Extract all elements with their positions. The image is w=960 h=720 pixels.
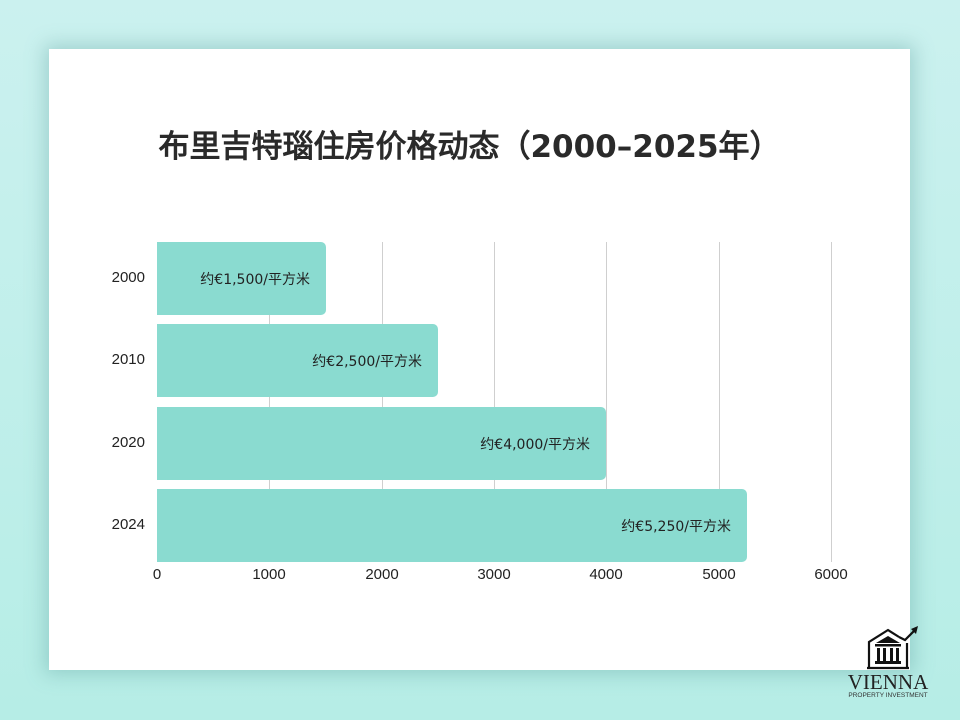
bar-2010: 约€2,500/平方米 xyxy=(157,324,438,397)
bar-2020: 约€4,000/平方米 xyxy=(157,407,606,480)
x-tick-label: 0 xyxy=(152,566,162,583)
x-tick-label: 1000 xyxy=(252,566,286,583)
chart-card: 布里吉特瑙住房价格动态（2000–2025年） 约€1,500/平方米约€2,5… xyxy=(49,49,910,670)
y-category-label: 2000 xyxy=(111,269,145,286)
x-tick-label: 5000 xyxy=(702,566,736,583)
x-tick-label: 2000 xyxy=(365,566,399,583)
gridline xyxy=(269,242,270,562)
gridline xyxy=(719,242,720,562)
plot-area: 约€1,500/平方米约€2,500/平方米约€4,000/平方米约€5,250… xyxy=(49,49,910,670)
gridline xyxy=(831,242,832,562)
bar-2000: 约€1,500/平方米 xyxy=(157,242,326,315)
vienna-logo: VIENNA PROPERTY INVESTMENT xyxy=(843,626,933,706)
gridline xyxy=(494,242,495,562)
chart-title: 布里吉特瑙住房价格动态（2000–2025年） xyxy=(158,129,781,165)
x-tick-label: 6000 xyxy=(814,566,848,583)
x-tick-label: 3000 xyxy=(477,566,511,583)
bank-building-rising-arrow-icon xyxy=(867,626,918,670)
y-category-label: 2024 xyxy=(111,516,145,533)
bar-value-label: 约€4,000/平方米 xyxy=(480,436,590,453)
y-category-label: 2020 xyxy=(111,434,145,451)
logo-tagline: PROPERTY INVESTMENT xyxy=(848,692,928,699)
bar-value-label: 约€2,500/平方米 xyxy=(312,353,422,370)
bar-value-label: 约€1,500/平方米 xyxy=(200,271,310,288)
bar-2024: 约€5,250/平方米 xyxy=(157,489,747,562)
gridline xyxy=(606,242,607,562)
gridline xyxy=(382,242,383,562)
bar-value-label: 约€5,250/平方米 xyxy=(621,518,731,535)
x-tick-label: 4000 xyxy=(589,566,623,583)
logo-wordmark: VIENNA xyxy=(847,670,929,694)
y-category-label: 2010 xyxy=(111,351,145,368)
